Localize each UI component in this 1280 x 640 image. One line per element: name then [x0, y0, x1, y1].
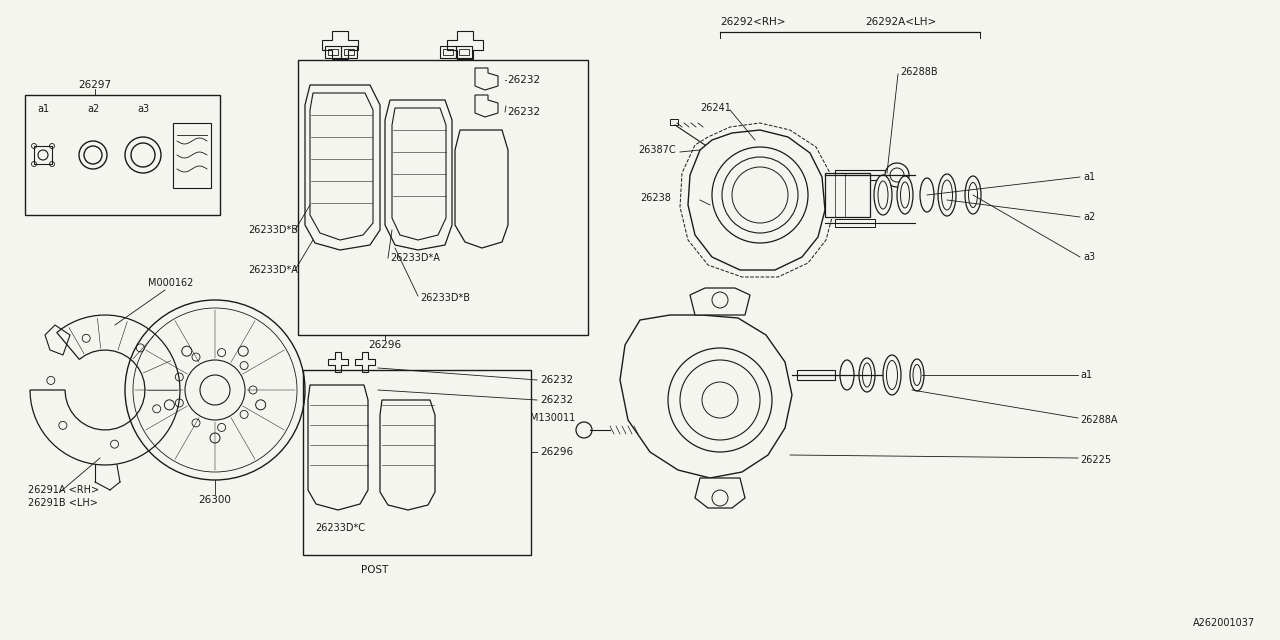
Ellipse shape	[859, 358, 876, 392]
Bar	[328, 49, 338, 55]
Bar	[340, 46, 357, 58]
Text: M000162: M000162	[148, 278, 193, 288]
Bar	[173, 123, 211, 188]
Text: POST: POST	[361, 565, 389, 575]
Text: 26291B <LH>: 26291B <LH>	[28, 498, 97, 508]
Bar	[835, 170, 890, 180]
Bar	[797, 370, 835, 380]
Text: M130011: M130011	[530, 413, 575, 423]
Text: a1: a1	[37, 104, 49, 114]
Text: 26232: 26232	[540, 375, 573, 385]
Text: 26292A<LH>: 26292A<LH>	[865, 17, 936, 27]
Text: 26241: 26241	[700, 103, 731, 113]
Text: 26288A: 26288A	[1080, 415, 1117, 425]
Ellipse shape	[920, 178, 934, 212]
Text: a1: a1	[1083, 172, 1096, 182]
Text: a1: a1	[1080, 370, 1092, 380]
Text: 26300: 26300	[198, 495, 232, 505]
Text: 26291A <RH>: 26291A <RH>	[28, 485, 99, 495]
Text: 26288B: 26288B	[900, 67, 938, 77]
Text: 26296: 26296	[369, 340, 402, 350]
Text: 26232: 26232	[507, 107, 540, 117]
Polygon shape	[689, 130, 826, 270]
Text: 26232: 26232	[540, 395, 573, 405]
Bar	[344, 49, 355, 55]
Ellipse shape	[965, 176, 980, 214]
Text: a2: a2	[87, 104, 99, 114]
Bar	[669, 119, 678, 125]
Bar	[325, 46, 340, 58]
Text: 26225: 26225	[1080, 455, 1111, 465]
Polygon shape	[620, 315, 792, 478]
Ellipse shape	[840, 360, 854, 390]
Circle shape	[712, 147, 808, 243]
Text: 26292<RH>: 26292<RH>	[719, 17, 786, 27]
Circle shape	[668, 348, 772, 452]
Bar	[35, 146, 52, 164]
Polygon shape	[454, 130, 508, 248]
Ellipse shape	[883, 355, 901, 395]
Bar	[440, 46, 456, 58]
Text: 26233D*A: 26233D*A	[248, 265, 298, 275]
Text: a3: a3	[137, 104, 148, 114]
Ellipse shape	[938, 174, 956, 216]
Text: a3: a3	[1083, 252, 1096, 262]
Text: 26233D*A: 26233D*A	[390, 253, 440, 263]
Polygon shape	[380, 400, 435, 510]
Text: a2: a2	[1083, 212, 1096, 222]
Ellipse shape	[874, 175, 892, 215]
Polygon shape	[695, 478, 745, 508]
Polygon shape	[690, 288, 750, 315]
Bar	[460, 49, 468, 55]
Bar	[303, 370, 531, 555]
Text: 26296: 26296	[540, 447, 573, 457]
Ellipse shape	[897, 176, 913, 214]
Text: 26233D*B: 26233D*B	[248, 225, 298, 235]
Bar	[835, 219, 876, 227]
Polygon shape	[305, 85, 380, 250]
Circle shape	[884, 163, 909, 187]
Ellipse shape	[910, 359, 924, 391]
Bar	[443, 49, 453, 55]
Text: 26233D*C: 26233D*C	[315, 523, 365, 533]
Text: 26233D*B: 26233D*B	[420, 293, 470, 303]
Polygon shape	[308, 385, 369, 510]
Bar	[826, 173, 870, 217]
Bar	[456, 46, 472, 58]
Text: 26238: 26238	[640, 193, 671, 203]
Text: 26387C: 26387C	[637, 145, 676, 155]
Polygon shape	[385, 100, 452, 250]
Text: 26232: 26232	[507, 75, 540, 85]
Bar	[26, 95, 220, 215]
Text: A262001037: A262001037	[1193, 618, 1254, 628]
Text: 26297: 26297	[78, 80, 111, 90]
Bar	[298, 60, 588, 335]
